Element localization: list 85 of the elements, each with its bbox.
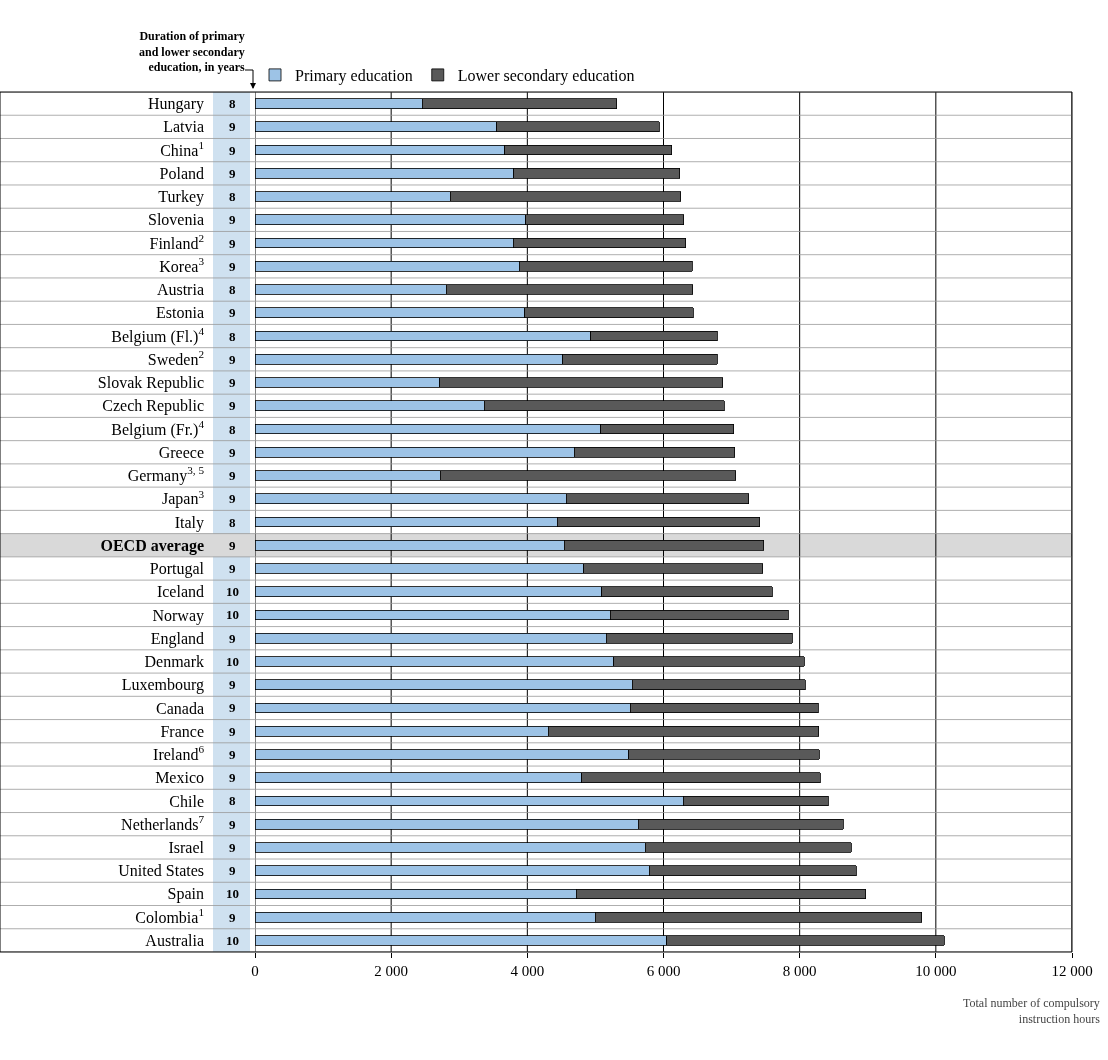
y-tick-label: Israel [168, 839, 205, 857]
y-tick-label: Slovak Republic [97, 374, 204, 393]
y-tick-label: Chile [169, 792, 204, 810]
text: 9 [229, 398, 236, 413]
x-tick-label: 0 [251, 963, 259, 979]
text: 10 [226, 654, 239, 669]
y-tick-label: OECD average [100, 536, 204, 555]
text: 9 [229, 631, 236, 646]
text: 9 [229, 352, 236, 367]
y-tick-label: Turkey [158, 188, 204, 207]
y-tick-label: Netherlands$^{7}$ [121, 813, 205, 833]
text: 8 [229, 96, 236, 111]
text: 9 [229, 375, 236, 390]
x-tick-label: 10 000 [915, 963, 957, 979]
text: 9 [229, 538, 236, 553]
text: 8 [229, 793, 236, 808]
text: 10 [226, 933, 239, 948]
y-tick-label: England [150, 629, 204, 648]
text: 9 [229, 212, 236, 227]
text: 8 [229, 189, 236, 204]
x-tick-label: 6 000 [646, 963, 681, 979]
y-tick-label: Belgium (Fl.)$^{4}$ [111, 324, 205, 346]
text: 10 [226, 584, 239, 599]
text: 9 [229, 143, 236, 158]
x-tick-label: 4 000 [510, 963, 545, 979]
text: 9 [229, 561, 236, 576]
x-tick-label: 12 000 [1051, 963, 1093, 979]
text: 10 [226, 607, 239, 622]
text: 9 [229, 747, 236, 762]
text: 9 [229, 724, 236, 739]
text: 9 [229, 166, 236, 181]
text: 9 [229, 910, 236, 925]
y-tick-label: Norway [152, 606, 204, 625]
y-tick-label: Denmark [144, 653, 204, 671]
text: 9 [229, 445, 236, 460]
y-tick-label: China$^{1}$ [160, 138, 204, 159]
text: 9 [229, 677, 236, 692]
y-tick-label: United States [118, 862, 204, 880]
x-tick-label: 2 000 [374, 963, 409, 979]
y-tick-label: Poland [159, 164, 204, 182]
text: 9 [229, 863, 236, 878]
y-tick-label: Italy [174, 513, 204, 532]
legend-label: Primary education [295, 67, 413, 86]
text: 9 [229, 119, 236, 134]
y-tick-label: Spain [167, 885, 204, 904]
y-tick-label: Japan$^{3}$ [161, 487, 205, 509]
y-tick-label: Hungary [148, 95, 204, 114]
y-tick-label: Korea$^{3}$ [159, 255, 205, 275]
text: 8 [229, 515, 236, 530]
text: 9 [229, 468, 236, 483]
x-tick-label: 8 000 [782, 963, 817, 979]
y-tick-label: Latvia [163, 118, 204, 136]
y-tick-label: Czech Republic [102, 397, 204, 416]
y-tick-label: Luxembourg [121, 676, 204, 695]
text: 10 [226, 886, 239, 901]
y-tick-label: Belgium (Fr.)$^{4}$ [111, 417, 205, 439]
legend-label: Lower secondary education [457, 67, 635, 86]
text: 8 [229, 422, 236, 437]
text: 8 [229, 329, 236, 344]
text: 9 [229, 840, 236, 855]
text: 8 [229, 282, 236, 297]
text: 9 [229, 700, 236, 715]
y-tick-label: Estonia [156, 304, 204, 322]
y-tick-label: Australia [145, 931, 204, 949]
y-tick-label: Colombia$^{1}$ [135, 906, 204, 926]
text: 9 [229, 305, 236, 320]
text: 9 [229, 236, 236, 251]
y-tick-label: Sweden$^{2}$ [147, 348, 204, 368]
y-tick-label: Germany$^{3, 5}$ [127, 464, 205, 486]
x-axis-title: Total number of compulsory instruction hours [963, 996, 1101, 1026]
y-tick-label: Finland$^{2}$ [149, 231, 204, 252]
text: 9 [229, 491, 236, 506]
text: 9 [229, 259, 236, 274]
y-tick-label: Mexico [155, 769, 204, 787]
text: 9 [229, 770, 236, 785]
y-tick-label: Greece [158, 443, 204, 461]
y-tick-label: Ireland$^{6}$ [153, 743, 205, 764]
text: 9 [229, 817, 236, 832]
y-tick-label: Canada [156, 699, 204, 717]
y-tick-label: Austria [156, 281, 204, 299]
text: Duration of primary and lower secondary education, in years [139, 29, 246, 75]
y-tick-label: Iceland [156, 583, 204, 601]
y-tick-label: Slovenia [148, 211, 204, 229]
y-tick-label: Portugal [149, 560, 205, 579]
y-tick-label: France [160, 722, 204, 740]
